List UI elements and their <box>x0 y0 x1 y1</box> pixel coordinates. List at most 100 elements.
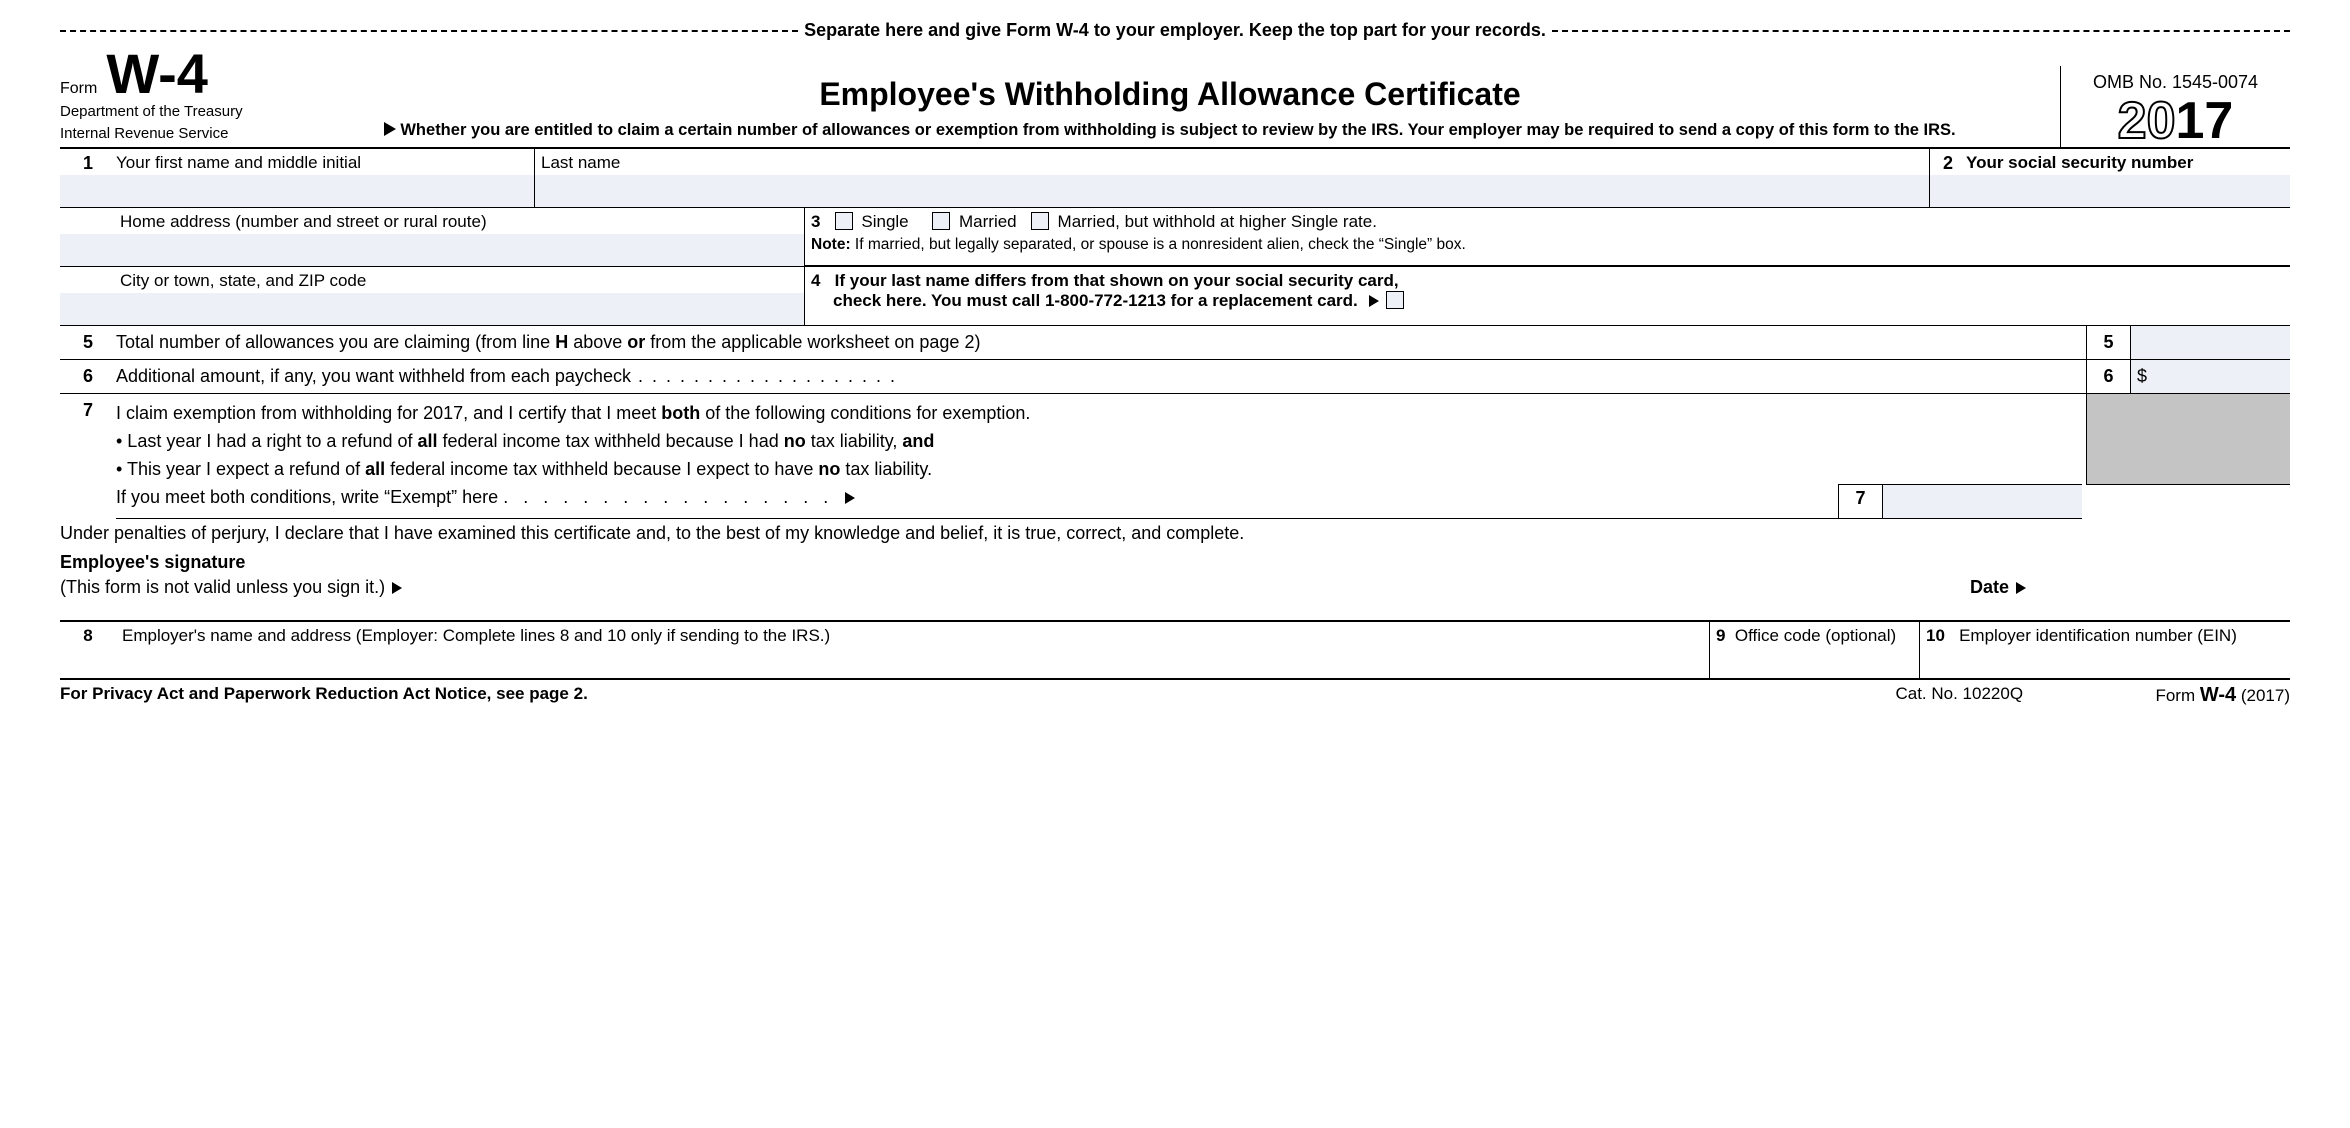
footer-cat: Cat. No. 10220Q <box>1895 684 2155 707</box>
footer-left: For Privacy Act and Paperwork Reduction … <box>60 684 1895 707</box>
line7-value[interactable] <box>1882 484 2082 518</box>
line6-number: 6 <box>60 360 116 393</box>
l5e: from the applicable worksheet on page 2) <box>645 332 980 352</box>
form-label: Form <box>60 80 97 97</box>
form-year: 2017 <box>2065 95 2286 147</box>
separator-line: Separate here and give Form W-4 to your … <box>60 20 2290 41</box>
line5-text: Total number of allowances you are claim… <box>116 326 2086 359</box>
dept-line1: Department of the Treasury <box>60 103 280 121</box>
form-code: W-4 <box>106 49 208 99</box>
l5a: Total number of allowances you are claim… <box>116 332 555 352</box>
b1a: • Last year I had a right to a refund of <box>116 431 417 451</box>
ffb: W-4 <box>2200 684 2236 706</box>
line5-boxnum: 5 <box>2086 326 2130 359</box>
l7b: both <box>661 403 700 423</box>
cell-line9: 9 Office code (optional) <box>1710 622 1920 678</box>
line6-value[interactable]: $ <box>2130 360 2290 393</box>
form-subtitle: Whether you are entitled to claim a cert… <box>290 119 2050 141</box>
dollar-sign: $ <box>2137 366 2147 386</box>
city-label: City or town, state, and ZIP code <box>60 267 804 293</box>
line7-body: I claim exemption from withholding for 2… <box>116 394 2086 519</box>
dept-line2: Internal Revenue Service <box>60 125 280 143</box>
checkbox-married-higher[interactable] <box>1031 212 1049 230</box>
ssn-input[interactable] <box>1930 175 2290 207</box>
line1-lastname-label: Last name <box>535 149 1929 175</box>
row-line6: 6 Additional amount, if any, you want wi… <box>60 360 2290 394</box>
note-bold: Note: <box>811 236 851 253</box>
form-title: Employee's Withholding Allowance Certifi… <box>290 76 2050 113</box>
cell-ssn: 2 Your social security number <box>1930 149 2290 207</box>
l6t: Additional amount, if any, you want with… <box>116 366 631 386</box>
city-input[interactable] <box>60 293 804 325</box>
date-label-cell: Date <box>1970 577 2290 598</box>
triangle-icon <box>2016 582 2026 594</box>
l7exempt: If you meet both conditions, write “Exem… <box>116 487 498 507</box>
label-married-higher: Married, but withhold at higher Single r… <box>1058 212 1377 231</box>
ffc: (2017) <box>2236 686 2290 705</box>
header-right: OMB No. 1545-0074 2017 <box>2060 66 2290 147</box>
label-single: Single <box>861 212 908 231</box>
footer-form: Form W-4 (2017) <box>2155 684 2290 707</box>
address-input[interactable] <box>60 234 804 266</box>
line4-text1: If your last name differs from that show… <box>835 271 1399 290</box>
cell-filing-status: 3 Single Married Married, but withhold a… <box>805 208 2290 266</box>
line8-number: 8 <box>60 622 116 678</box>
line7-number: 7 <box>60 394 116 519</box>
l5d: or <box>627 332 645 352</box>
line5-value[interactable] <box>2130 326 2290 359</box>
row-1-2: 1 Your first name and middle initial Las… <box>60 149 2290 207</box>
footer-row: For Privacy Act and Paperwork Reduction … <box>60 680 2290 707</box>
line9-text: Office code (optional) <box>1735 626 1896 645</box>
row-8-9-10: 8 Employer's name and address (Employer:… <box>60 622 2290 680</box>
b2d: no <box>818 459 840 479</box>
omb-number: OMB No. 1545-0074 <box>2065 72 2286 93</box>
b1d: no <box>784 431 806 451</box>
header-left: Form W-4 Department of the Treasury Inte… <box>60 49 280 147</box>
checkbox-married[interactable] <box>932 212 950 230</box>
line2-number: 2 <box>1930 149 1966 175</box>
line2-label: Your social security number <box>1966 149 2290 175</box>
dash-left <box>60 30 798 32</box>
line3-number: 3 <box>811 212 820 231</box>
triangle-icon <box>845 492 855 504</box>
b2a: • This year I expect a refund of <box>116 459 365 479</box>
lastname-input[interactable] <box>535 175 1929 207</box>
b2b: all <box>365 459 385 479</box>
sig-note-text: (This form is not valid unless you sign … <box>60 577 385 597</box>
signature-label: Employee's signature <box>60 552 2290 573</box>
row-city-4: City or town, state, and ZIP code 4 If y… <box>60 267 2290 326</box>
year-outline: 20 <box>2118 92 2176 150</box>
date-label: Date <box>1970 577 2009 597</box>
dash-right <box>1552 30 2290 32</box>
address-label: Home address (number and street or rural… <box>60 208 804 234</box>
b1c: federal income tax withheld because I ha… <box>438 431 784 451</box>
row-addr-3: Home address (number and street or rural… <box>60 208 2290 266</box>
b2e: tax liability. <box>840 459 932 479</box>
firstname-input[interactable] <box>60 175 534 207</box>
b1b: all <box>417 431 437 451</box>
header-center: Employee's Withholding Allowance Certifi… <box>280 72 2060 147</box>
l7a: I claim exemption from withholding for 2… <box>116 403 661 423</box>
checkbox-single[interactable] <box>835 212 853 230</box>
line1-firstname-label: Your first name and middle initial <box>116 149 534 175</box>
row-line5: 5 Total number of allowances you are cla… <box>60 326 2290 360</box>
checkbox-line4[interactable] <box>1386 291 1404 309</box>
line4-number: 4 <box>811 271 820 290</box>
line4-text2: check here. You must call 1-800-772-1213… <box>833 291 1358 310</box>
form-header: Form W-4 Department of the Treasury Inte… <box>60 49 2290 149</box>
line5-number: 5 <box>60 326 116 359</box>
l5c: above <box>568 332 627 352</box>
subtitle-text: Whether you are entitled to claim a cert… <box>400 121 1955 139</box>
cell-address: Home address (number and street or rural… <box>60 208 805 266</box>
note-text: If married, but legally separated, or sp… <box>851 236 1466 253</box>
cell-firstname: 1 Your first name and middle initial <box>60 149 535 207</box>
cell-lastname: Last name <box>535 149 1930 207</box>
separator-text: Separate here and give Form W-4 to your … <box>798 20 1552 41</box>
cell-line4: 4 If your last name differs from that sh… <box>805 267 2290 325</box>
line6-text: Additional amount, if any, you want with… <box>116 360 2086 393</box>
signature-block: Employee's signature (This form is not v… <box>60 552 2290 622</box>
cell-line10: 10 Employer identification number (EIN) <box>1920 622 2290 678</box>
b2c: federal income tax withheld because I ex… <box>385 459 818 479</box>
dots <box>631 366 897 386</box>
triangle-icon <box>384 122 396 136</box>
